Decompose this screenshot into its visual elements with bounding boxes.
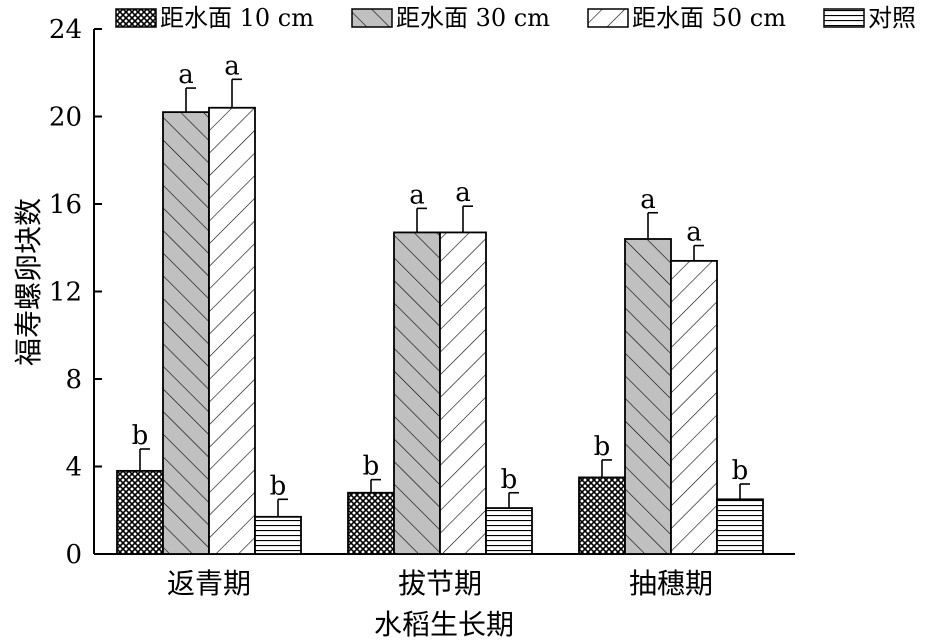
legend-label-50cm: 距水面 50 cm — [632, 4, 786, 32]
legend-item-10cm: 距水面 10 cm — [115, 4, 314, 32]
y-tick-label-5: 20 — [49, 103, 82, 133]
bar-50cm-1 — [439, 231, 487, 555]
bar-30cm-2 — [624, 238, 672, 555]
legend-item-30cm: 距水面 30 cm — [351, 4, 550, 32]
sig-label-30cm-2: a — [640, 185, 656, 215]
sig-label-30cm-0: a — [178, 60, 194, 90]
y-axis-title: 福寿螺卵块数 — [12, 198, 45, 366]
bar-50cm-0 — [208, 106, 256, 555]
legend-swatch-control — [823, 8, 865, 28]
legend-label-10cm: 距水面 10 cm — [160, 4, 314, 32]
legend-swatch-30cm — [351, 8, 393, 28]
bar-30cm-0 — [162, 111, 210, 555]
sig-label-30cm-1: a — [409, 180, 425, 210]
legend-item-control: 对照 — [823, 4, 916, 32]
y-ticks: 0 4 8 12 16 20 24 — [49, 15, 102, 570]
bar-control-1 — [485, 507, 533, 555]
category-label-0: 返青期 — [167, 567, 251, 600]
legend-swatch-50cm — [587, 8, 629, 28]
bar-50cm-2 — [670, 259, 718, 555]
bar-control-2 — [716, 498, 764, 555]
bars — [116, 106, 764, 555]
legend-label-30cm: 距水面 30 cm — [396, 4, 550, 32]
sig-label-50cm-0: a — [224, 51, 240, 81]
y-tick-label-2: 8 — [65, 365, 82, 395]
legend-item-50cm: 距水面 50 cm — [587, 4, 786, 32]
bar-10cm-0 — [116, 469, 164, 555]
bar-30cm-1 — [393, 231, 441, 555]
bar-10cm-2 — [578, 476, 626, 555]
sig-label-control-2: b — [732, 456, 749, 486]
y-tick-label-1: 4 — [65, 453, 82, 483]
legend-swatch-10cm — [115, 8, 157, 28]
sig-label-10cm-1: b — [363, 452, 380, 482]
sig-label-50cm-1: a — [455, 178, 471, 208]
y-tick-label-6: 24 — [49, 15, 82, 45]
bar-control-0 — [254, 515, 302, 555]
sig-label-10cm-0: b — [132, 421, 149, 451]
y-tick-label-3: 12 — [49, 278, 82, 308]
y-tick-label-0: 0 — [65, 540, 82, 570]
y-tick-label-4: 16 — [49, 190, 82, 220]
legend-label-control: 对照 — [868, 4, 916, 32]
x-axis-title: 水稻生长期 — [374, 608, 514, 641]
category-labels: 返青期 拔节期 抽穗期 — [167, 567, 713, 600]
sig-label-control-0: b — [270, 471, 287, 501]
sig-label-control-1: b — [501, 465, 518, 495]
category-label-1: 拔节期 — [398, 567, 482, 600]
error-bars — [139, 78, 750, 517]
legend: 距水面 10 cm 距水面 30 cm 距水面 50 cm 对照 — [115, 4, 916, 32]
category-label-2: 抽穗期 — [629, 567, 713, 600]
sig-label-50cm-2: a — [686, 218, 702, 248]
bar-10cm-1 — [347, 491, 395, 555]
sig-label-10cm-2: b — [594, 432, 611, 462]
